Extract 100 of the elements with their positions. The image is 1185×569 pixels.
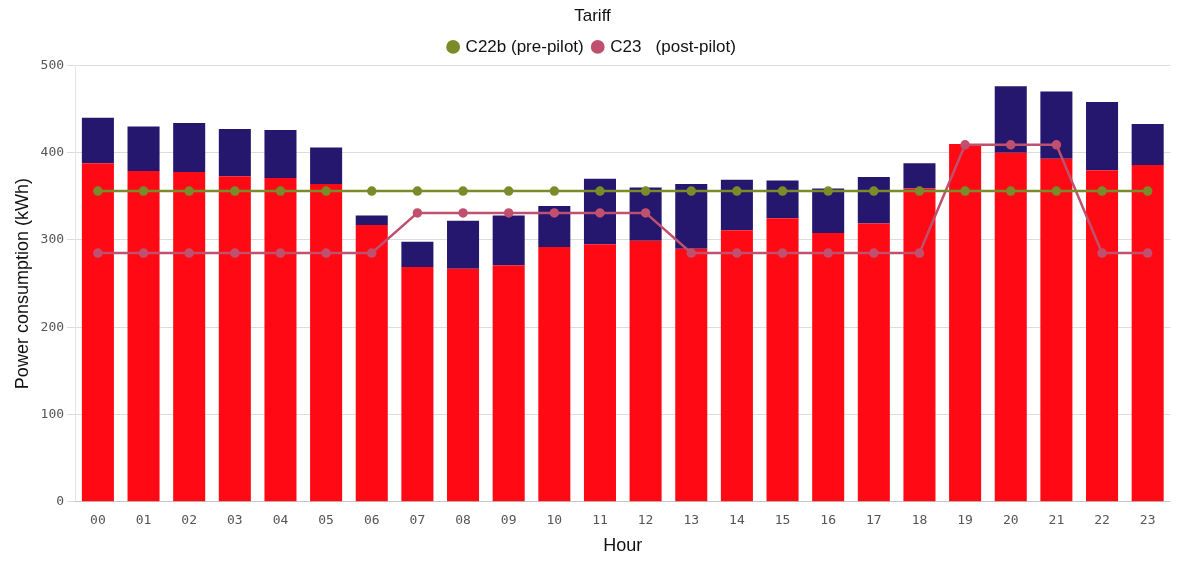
point bbox=[686, 186, 696, 196]
x-tick-label: 13 bbox=[683, 511, 700, 527]
x-tick-label: 01 bbox=[135, 511, 152, 527]
bar bbox=[1086, 102, 1119, 171]
bar bbox=[675, 184, 708, 249]
point bbox=[549, 208, 560, 218]
x-tick-label: 19 bbox=[957, 511, 973, 527]
bar bbox=[127, 126, 160, 172]
x-tick-label: 00 bbox=[90, 511, 106, 527]
point bbox=[960, 186, 970, 196]
bar bbox=[173, 171, 206, 502]
point bbox=[1142, 186, 1153, 196]
bar bbox=[720, 230, 753, 502]
point bbox=[640, 208, 651, 218]
point bbox=[1097, 248, 1107, 258]
x-tick-label: 22 bbox=[1094, 511, 1110, 527]
point bbox=[914, 248, 925, 258]
y-tick-label: 500 bbox=[40, 56, 65, 72]
point bbox=[549, 186, 560, 196]
x-tick-label: 09 bbox=[500, 511, 517, 527]
bar bbox=[766, 218, 799, 502]
point bbox=[230, 248, 240, 258]
bar bbox=[675, 248, 708, 502]
bar bbox=[538, 246, 571, 502]
point bbox=[595, 208, 605, 218]
x-tick-label: 05 bbox=[318, 511, 334, 527]
y-axis-title: Power consumption (kWh) bbox=[11, 178, 32, 390]
bar bbox=[81, 163, 114, 502]
point bbox=[869, 186, 879, 196]
bar bbox=[994, 86, 1027, 153]
bar bbox=[1131, 123, 1164, 165]
point bbox=[138, 186, 149, 196]
bar bbox=[1040, 91, 1073, 159]
bar bbox=[1086, 170, 1119, 502]
bar bbox=[127, 171, 160, 502]
point bbox=[732, 186, 742, 196]
bar bbox=[401, 241, 434, 268]
x-tick-label: 06 bbox=[363, 511, 380, 527]
bar bbox=[1040, 158, 1073, 502]
point bbox=[184, 248, 194, 258]
point bbox=[960, 140, 970, 150]
point bbox=[412, 186, 423, 196]
point bbox=[914, 186, 925, 196]
bar bbox=[857, 223, 890, 502]
point bbox=[321, 248, 331, 258]
x-tick-label: 12 bbox=[637, 511, 654, 527]
bar bbox=[401, 267, 434, 502]
bar bbox=[264, 129, 297, 178]
bar bbox=[218, 129, 251, 177]
x-tick-label: 03 bbox=[227, 511, 243, 527]
legend-label: C22b (pre-pilot) bbox=[465, 36, 584, 56]
y-tick-label: 0 bbox=[56, 493, 65, 509]
point bbox=[503, 186, 514, 196]
bar bbox=[1131, 164, 1164, 502]
bar bbox=[447, 220, 480, 269]
bar bbox=[629, 240, 662, 502]
point bbox=[367, 186, 377, 196]
point bbox=[275, 186, 286, 196]
bar bbox=[310, 147, 343, 185]
x-tick-label: 17 bbox=[866, 511, 882, 527]
point bbox=[138, 248, 149, 258]
point bbox=[732, 248, 742, 258]
point bbox=[458, 186, 468, 196]
x-tick-label: 08 bbox=[455, 511, 471, 527]
y-tick-label: 200 bbox=[40, 318, 65, 334]
x-tick-label: 18 bbox=[911, 511, 928, 527]
bar bbox=[218, 176, 251, 502]
point bbox=[777, 248, 788, 258]
x-tick-label: 21 bbox=[1048, 511, 1065, 527]
x-tick-label: 16 bbox=[820, 511, 837, 527]
bar bbox=[538, 205, 571, 247]
bar bbox=[903, 188, 936, 502]
legend-title: Tariff bbox=[574, 6, 612, 26]
x-tick-label: 07 bbox=[409, 511, 426, 527]
point bbox=[1006, 140, 1016, 150]
y-tick-label: 100 bbox=[40, 405, 65, 421]
x-tick-label: 10 bbox=[546, 511, 563, 527]
x-axis-title: Hour bbox=[603, 535, 643, 556]
bar bbox=[447, 268, 480, 502]
bar bbox=[903, 163, 936, 189]
point bbox=[458, 208, 468, 218]
x-tick-label: 15 bbox=[774, 511, 791, 527]
y-tick-label: 300 bbox=[40, 231, 65, 247]
point bbox=[412, 208, 423, 218]
bar bbox=[583, 244, 616, 502]
bar bbox=[812, 232, 845, 502]
point bbox=[1051, 186, 1062, 196]
bar bbox=[355, 225, 388, 502]
bar bbox=[173, 123, 206, 172]
bar bbox=[81, 117, 114, 164]
legend-label: C23 (post-pilot) bbox=[610, 36, 736, 56]
point bbox=[595, 186, 605, 196]
point bbox=[777, 186, 788, 196]
point bbox=[686, 248, 696, 258]
y-tick-label: 400 bbox=[40, 144, 65, 160]
point bbox=[93, 186, 103, 196]
bar bbox=[310, 184, 343, 502]
bar bbox=[994, 152, 1027, 502]
bar bbox=[949, 143, 982, 502]
point bbox=[1142, 248, 1153, 258]
